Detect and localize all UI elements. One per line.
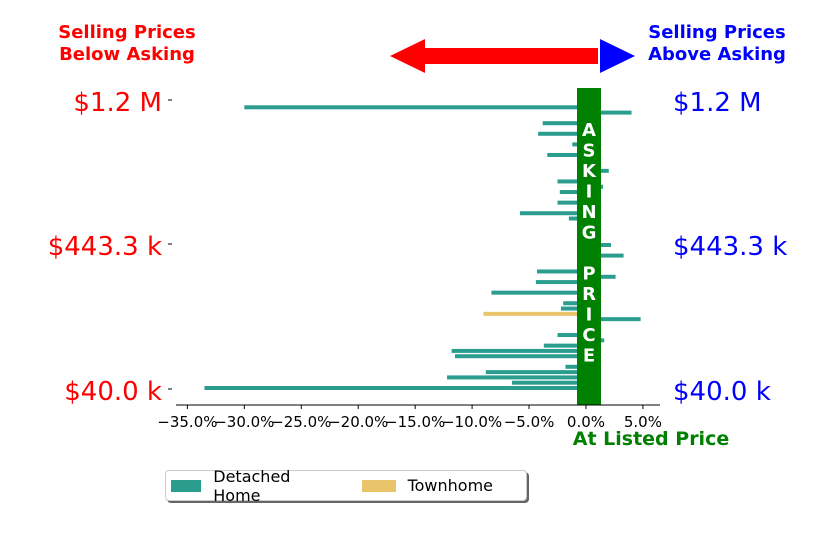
above-asking-label-line2: Above Asking	[648, 44, 786, 65]
asking-price-letter: N	[581, 202, 596, 223]
asking-price-letter: R	[582, 284, 596, 305]
bar-detached-home	[585, 253, 624, 258]
bar-townhome	[483, 311, 586, 316]
x-tick-label: −20.0%	[328, 413, 388, 431]
x-tick-label: −25.0%	[271, 413, 331, 431]
bar-detached-home	[538, 131, 586, 136]
bar-detached-home	[557, 333, 586, 338]
y-tick-label-right-top: $1.2 M	[673, 88, 762, 118]
legend-swatch-detached	[171, 479, 202, 492]
x-tick-label: −30.0%	[214, 413, 274, 431]
asking-price-letter: A	[582, 120, 596, 141]
x-tick-label: 0.0%	[567, 413, 605, 431]
bar-detached-home	[485, 370, 586, 375]
y-tick-label-left-top: $1.2 M	[73, 88, 162, 118]
bar-detached-home	[563, 301, 586, 306]
x-tick-label: 5.0%	[624, 413, 662, 431]
bar-detached-home	[535, 280, 586, 285]
bar-detached-home	[447, 375, 586, 380]
below-asking-label-line1: Selling Prices	[58, 22, 195, 43]
bar-detached-home	[511, 380, 586, 385]
asking-price-band	[577, 88, 601, 405]
at-listed-price-label: At Listed Price	[573, 428, 729, 450]
below-asking-arrow	[390, 39, 598, 73]
x-tick-label: −35.0%	[157, 413, 217, 431]
bar-detached-home	[451, 348, 586, 353]
above-asking-label-line1: Selling Prices	[648, 22, 785, 43]
bar-detached-home	[557, 200, 586, 205]
asking-price-letter: G	[582, 223, 597, 244]
x-axis: −35.0%−30.0%−25.0%−20.0%−15.0%−10.0% −5.0…	[157, 404, 662, 431]
above-asking-arrow	[600, 39, 635, 73]
legend-item-detached: Detached Home	[171, 467, 329, 505]
bar-detached-home	[543, 343, 586, 348]
y-axis-right: $1.2 M $443.3 k $40.0 k	[673, 88, 787, 407]
bar-detached-home	[557, 179, 586, 184]
bar-detached-home	[547, 152, 586, 157]
bar-detached-home	[519, 211, 586, 216]
asking-price-letter: C	[582, 325, 595, 346]
y-tick-label-right-mid: $443.3 k	[673, 232, 787, 262]
bar-detached-home	[537, 269, 586, 274]
legend-item-townhome: Townhome	[361, 476, 493, 495]
legend-label-townhome: Townhome	[407, 476, 493, 495]
bar-detached-home	[560, 306, 586, 311]
asking-price-letter: I	[586, 305, 593, 326]
y-tick-label-left-mid: $443.3 k	[48, 232, 162, 262]
bar-detached-home	[585, 317, 641, 322]
asking-price-letter: I	[586, 182, 593, 203]
asking-price-letter: S	[583, 141, 596, 162]
bar-detached-home	[204, 386, 586, 390]
bar-detached-home	[565, 364, 586, 369]
bar-detached-home	[455, 354, 586, 359]
legend-swatch-townhome	[361, 479, 396, 492]
legend: Detached Home Townhome	[165, 467, 527, 505]
x-tick-label: −10.0%	[442, 413, 502, 431]
bars-layer	[204, 100, 641, 390]
x-tick-label: −15.0%	[385, 413, 445, 431]
bar-detached-home	[559, 190, 586, 195]
asking-price-letter: P	[582, 264, 595, 285]
bar-detached-home	[244, 105, 586, 110]
y-tick-label-left-bottom: $40.0 k	[64, 377, 162, 407]
bar-detached-home	[585, 110, 632, 115]
legend-label-detached: Detached Home	[213, 466, 291, 505]
asking-price-letter: K	[582, 161, 597, 182]
bar-detached-home	[542, 121, 586, 126]
x-tick-label: −5.0%	[504, 413, 555, 431]
asking-price-letter: E	[583, 346, 595, 367]
y-tick-label-right-bottom: $40.0 k	[673, 377, 771, 407]
y-axis-left: $1.2 M $443.3 k $40.0 k	[48, 88, 172, 407]
bar-detached-home	[491, 290, 586, 295]
below-asking-label-line2: Below Asking	[59, 44, 195, 65]
